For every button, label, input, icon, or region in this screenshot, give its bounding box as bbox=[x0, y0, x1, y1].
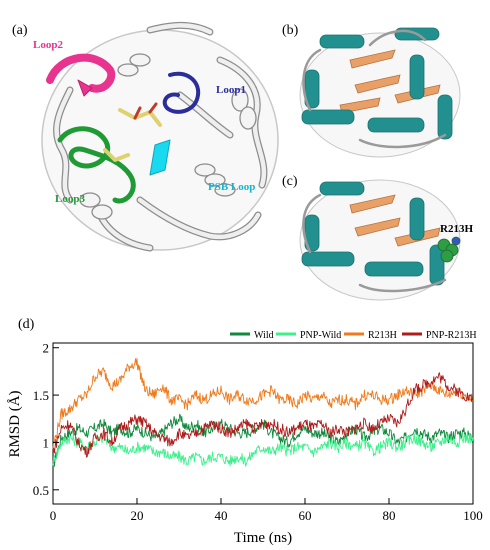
x-tick-label-80: 80 bbox=[383, 508, 396, 523]
protein-structure-c bbox=[299, 179, 461, 301]
series-line-pnp-r213h bbox=[52, 372, 474, 458]
y-tick-label-1.5: 1.5 bbox=[33, 388, 49, 403]
x-tick-label-60: 60 bbox=[299, 508, 312, 523]
loop2-ribbon bbox=[46, 53, 116, 93]
y-tick-label-2: 2 bbox=[43, 341, 50, 356]
loop1-label: Loop1 bbox=[216, 84, 246, 96]
loop2-label: Loop2 bbox=[33, 39, 63, 51]
panel-a-label: (a) bbox=[12, 23, 28, 38]
plot-frame bbox=[52, 342, 474, 505]
panel-b: (b) bbox=[282, 23, 461, 158]
legend: Wild PNP-Wild R213H PNP-R213H bbox=[230, 330, 477, 341]
x-tick-label-20: 20 bbox=[131, 508, 144, 523]
loop1-ribbon bbox=[162, 71, 201, 114]
panel-d: (d) Wild PNP-Wild R213H PNP-R213H 0 20 40 6… bbox=[7, 317, 483, 546]
loop3-ribbon bbox=[57, 126, 136, 204]
x-tick-label-40: 40 bbox=[215, 508, 228, 523]
protein-structure-b bbox=[299, 27, 461, 158]
panel-b-label: (b) bbox=[282, 23, 299, 38]
loop3-label: Loop3 bbox=[55, 193, 85, 205]
legend-label-wild: Wild bbox=[254, 330, 274, 341]
panel-d-label: (d) bbox=[18, 317, 35, 332]
legend-label-r213h: R213H bbox=[368, 330, 397, 341]
series-line-r213h bbox=[52, 357, 474, 449]
y-tick-label-1: 1 bbox=[43, 435, 50, 450]
x-tick-label-100: 100 bbox=[463, 508, 483, 523]
legend-entry-pnp-wild: PNP-Wild bbox=[276, 330, 341, 341]
psb-loop-label: PSB Loop bbox=[208, 181, 255, 193]
panel-c-label: (c) bbox=[282, 174, 298, 189]
legend-entry-pnp-r213h: PNP-R213H bbox=[402, 330, 477, 341]
panel-a: (a) bbox=[12, 21, 279, 252]
y-tick-label-0.5: 0.5 bbox=[33, 483, 49, 498]
ligand-sticks bbox=[103, 108, 162, 162]
series-layer bbox=[52, 357, 474, 467]
legend-entry-wild: Wild bbox=[230, 330, 274, 341]
series-line-pnp-wild bbox=[52, 432, 474, 467]
x-axis-title: Time (ns) bbox=[234, 530, 292, 546]
psb-loop bbox=[149, 139, 171, 176]
ticks-layer: 0 20 40 60 80 100 0.5 1 1.5 2 bbox=[33, 341, 483, 523]
series-line-wild bbox=[52, 413, 474, 467]
protein-structure-a bbox=[41, 21, 279, 252]
legend-entry-r213h: R213H bbox=[344, 330, 397, 341]
legend-label-pnp-r213h: PNP-R213H bbox=[426, 330, 477, 341]
panel-c: (c) bbox=[282, 174, 473, 301]
mutation-label: R213H bbox=[440, 223, 473, 235]
x-tick-label-0: 0 bbox=[50, 508, 57, 523]
mutation-spheres bbox=[437, 236, 461, 263]
legend-label-pnp-wild: PNP-Wild bbox=[300, 330, 341, 341]
y-axis-title: RMSD (Å) bbox=[7, 390, 23, 457]
